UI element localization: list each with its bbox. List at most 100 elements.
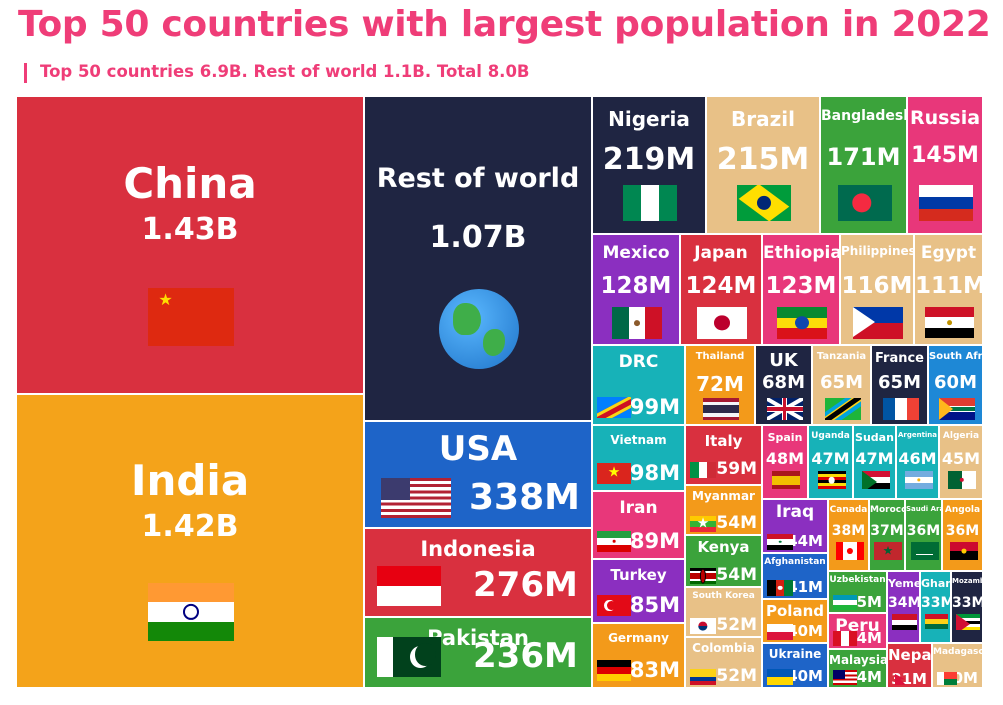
tile-value: 98M xyxy=(629,460,680,485)
pakistan-flag-icon xyxy=(377,637,441,677)
iraq-flag-icon xyxy=(767,533,793,550)
tile-label: Thailand xyxy=(695,351,745,362)
tile-value: 33M xyxy=(921,595,950,612)
tile-usa: USA 338M xyxy=(364,421,592,528)
tile-poland: Poland 40M xyxy=(762,599,828,643)
tile-uganda: Uganda 47M xyxy=(808,425,853,499)
tile-value: 111M xyxy=(915,273,983,299)
tile-uk: UK 68M xyxy=(755,345,812,425)
tile-label: Uzbekistan xyxy=(829,575,886,585)
tile-egypt: Egypt 111M xyxy=(914,234,983,345)
tile-germany: Germany 83M xyxy=(592,623,685,688)
tile-label: Argentina xyxy=(897,431,938,439)
tile-value: 215M xyxy=(716,142,810,177)
iran-flag-icon xyxy=(597,530,631,552)
tile-value: 276M xyxy=(473,565,578,605)
nepal-flag-icon xyxy=(892,673,910,685)
tile-value: 65M xyxy=(820,372,863,393)
tile-colombia: Colombia 52M xyxy=(685,637,762,688)
tile-iraq: Iraq 44M xyxy=(762,499,828,553)
tile-value: 338M xyxy=(469,477,580,518)
morocco-flag-icon: ★ xyxy=(874,542,902,561)
tile-value: 123M xyxy=(765,273,837,299)
tile-label: Turkey xyxy=(610,566,667,584)
tile-value: 52M xyxy=(716,615,757,636)
tile-vietnam: Vietnam 98M ★ xyxy=(592,425,685,491)
tile-label: France xyxy=(874,351,924,366)
tile-label: Madagascar xyxy=(933,647,982,657)
tile-value: 1.43B xyxy=(141,211,239,247)
tile-italy: Italy 59M xyxy=(685,425,762,485)
saudi-arabia-flag-icon xyxy=(910,542,939,561)
tile-value: 33M xyxy=(952,595,983,612)
tile-ethiopia: Ethiopia 123M xyxy=(762,234,840,345)
tile-argentina: Argentina 46M xyxy=(896,425,939,499)
tile-algeria: Algeria 45M xyxy=(939,425,983,499)
tile-mozambique: Mozambique 33M xyxy=(951,571,983,643)
tile-ghana: Ghana 33M xyxy=(920,571,951,643)
tile-value: 52M xyxy=(716,666,757,687)
tile-label: Nigeria xyxy=(608,107,690,131)
angola-flag-icon xyxy=(949,542,978,561)
tile-saudi-arabia: Saudi Arabia 36M xyxy=(905,499,942,571)
egypt-flag-icon xyxy=(925,307,974,339)
tile-label: Iran xyxy=(619,498,658,518)
mexico-flag-icon xyxy=(612,307,662,339)
tile-afghanistan: Afghanistan 41M xyxy=(762,553,828,599)
tile-value: 46M xyxy=(898,449,937,469)
tile-morocco: Morocco 37M ★ xyxy=(869,499,905,571)
tile-value: 124M xyxy=(685,273,757,299)
yemen-flag-icon xyxy=(892,614,917,631)
usa-flag-icon xyxy=(381,478,451,518)
tile-iran: Iran 89M xyxy=(592,491,685,559)
tile-value: 41M xyxy=(787,578,823,597)
tile-bangladesh: Bangladesh 171M xyxy=(820,96,907,234)
tile-label: Poland xyxy=(766,602,824,620)
tile-india: India 1.42B xyxy=(16,394,364,688)
peru-flag-icon xyxy=(833,631,857,646)
tile-value: 45M xyxy=(941,449,981,469)
tile-value: 54M xyxy=(716,565,757,586)
tile-label: Kenya xyxy=(697,538,750,556)
tile-rest-of-world: Rest of world 1.07B xyxy=(364,96,592,421)
tile-label: Yemen xyxy=(888,577,919,590)
sudan-flag-icon xyxy=(861,471,890,490)
tile-spain: Spain 48M xyxy=(762,425,808,499)
tile-value: 145M xyxy=(911,143,979,168)
tile-label: Mozambique xyxy=(952,577,982,585)
tile-value: 99M xyxy=(629,394,680,419)
tile-value: 68M xyxy=(762,372,805,393)
ethiopia-flag-icon xyxy=(777,307,827,339)
tile-sudan: Sudan 47M xyxy=(853,425,896,499)
nigeria-flag-icon xyxy=(623,185,677,221)
tile-angola: Angola 36M xyxy=(942,499,983,571)
tile-value: 40M xyxy=(787,622,823,641)
tile-label: USA xyxy=(438,429,518,469)
poland-flag-icon xyxy=(767,623,793,640)
tile-nigeria: Nigeria 219M xyxy=(592,96,706,234)
tile-label: Ukraine xyxy=(768,647,822,661)
germany-flag-icon xyxy=(597,659,631,681)
tile-label: Egypt xyxy=(920,243,977,263)
tile-label: Morocco xyxy=(870,505,904,515)
tile-myanmar: Myanmar 54M ★ xyxy=(685,485,762,535)
tile-china: China 1.43B ★ xyxy=(16,96,364,394)
tile-label: Tanzania xyxy=(816,351,867,362)
globe-icon xyxy=(439,289,519,369)
colombia-flag-icon xyxy=(690,668,716,685)
tile-japan: Japan 124M xyxy=(680,234,762,345)
myanmar-flag-icon: ★ xyxy=(690,515,716,532)
tile-label: India xyxy=(130,455,250,505)
tile-label: Afghanistan xyxy=(764,557,826,567)
vietnam-flag-icon: ★ xyxy=(597,462,631,484)
kenya-flag-icon xyxy=(690,567,716,584)
tile-philippines: Philippines 116M xyxy=(840,234,914,345)
south-africa-flag-icon xyxy=(938,398,975,421)
south-korea-flag-icon xyxy=(690,617,716,634)
tile-label: Nepal xyxy=(888,646,932,664)
tile-label: Ethiopia xyxy=(763,243,840,263)
japan-flag-icon xyxy=(697,307,747,339)
tile-value: 54M xyxy=(716,513,757,534)
tile-peru: Peru 34M xyxy=(828,613,887,649)
